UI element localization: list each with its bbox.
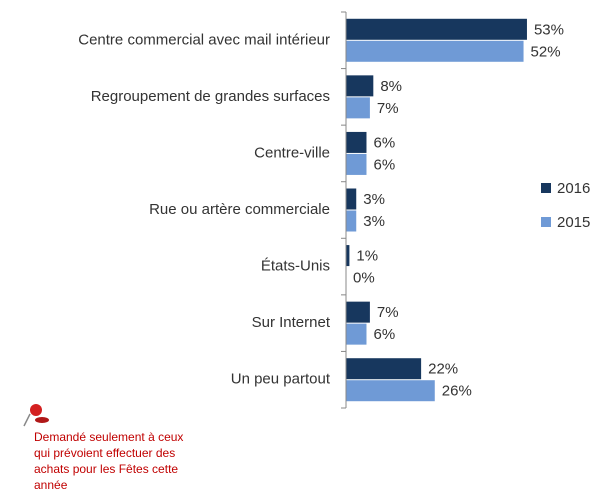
value-label: 7% <box>377 304 399 321</box>
bar <box>346 301 370 323</box>
bar <box>346 323 367 345</box>
category-label: Centre-ville <box>254 144 330 161</box>
pushpin-icon <box>23 404 49 427</box>
value-label: 6% <box>373 134 395 151</box>
bar <box>346 40 524 62</box>
bar <box>346 380 435 402</box>
note-line: qui prévoient effectuer des <box>34 446 175 460</box>
value-label: 7% <box>377 100 399 117</box>
category-label: États-Unis <box>261 258 330 275</box>
value-label: 3% <box>363 213 385 230</box>
value-label: 6% <box>373 326 395 343</box>
legend-swatch <box>541 217 551 227</box>
value-label: 1% <box>356 248 378 265</box>
value-label: 0% <box>353 270 375 287</box>
value-label: 22% <box>428 361 458 378</box>
bar <box>346 188 357 210</box>
bar <box>346 358 422 380</box>
note-line: Demandé seulement à ceux <box>34 430 183 444</box>
category-label: Rue ou artère commerciale <box>149 201 330 218</box>
category-label: Sur Internet <box>252 314 331 331</box>
bar <box>346 210 357 232</box>
category-label: Un peu partout <box>231 371 331 388</box>
legend-label: 2016 <box>557 180 590 197</box>
value-label: 26% <box>442 383 472 400</box>
bar <box>346 97 370 119</box>
value-label: 3% <box>363 191 385 208</box>
bar <box>346 18 527 40</box>
value-label: 6% <box>373 156 395 173</box>
note-line: achats pour les Fêtes cette <box>34 462 178 476</box>
legend-label: 2015 <box>557 214 590 231</box>
value-label: 8% <box>380 78 402 95</box>
value-label: 52% <box>531 43 561 60</box>
category-label: Centre commercial avec mail intérieur <box>78 31 330 48</box>
value-label: 53% <box>534 21 564 38</box>
bar <box>346 75 374 97</box>
category-label: Regroupement de grandes surfaces <box>91 88 330 105</box>
bar <box>346 245 350 267</box>
legend-swatch <box>541 183 551 193</box>
bar <box>346 131 367 153</box>
bar <box>346 153 367 175</box>
note-line: année <box>34 478 68 492</box>
